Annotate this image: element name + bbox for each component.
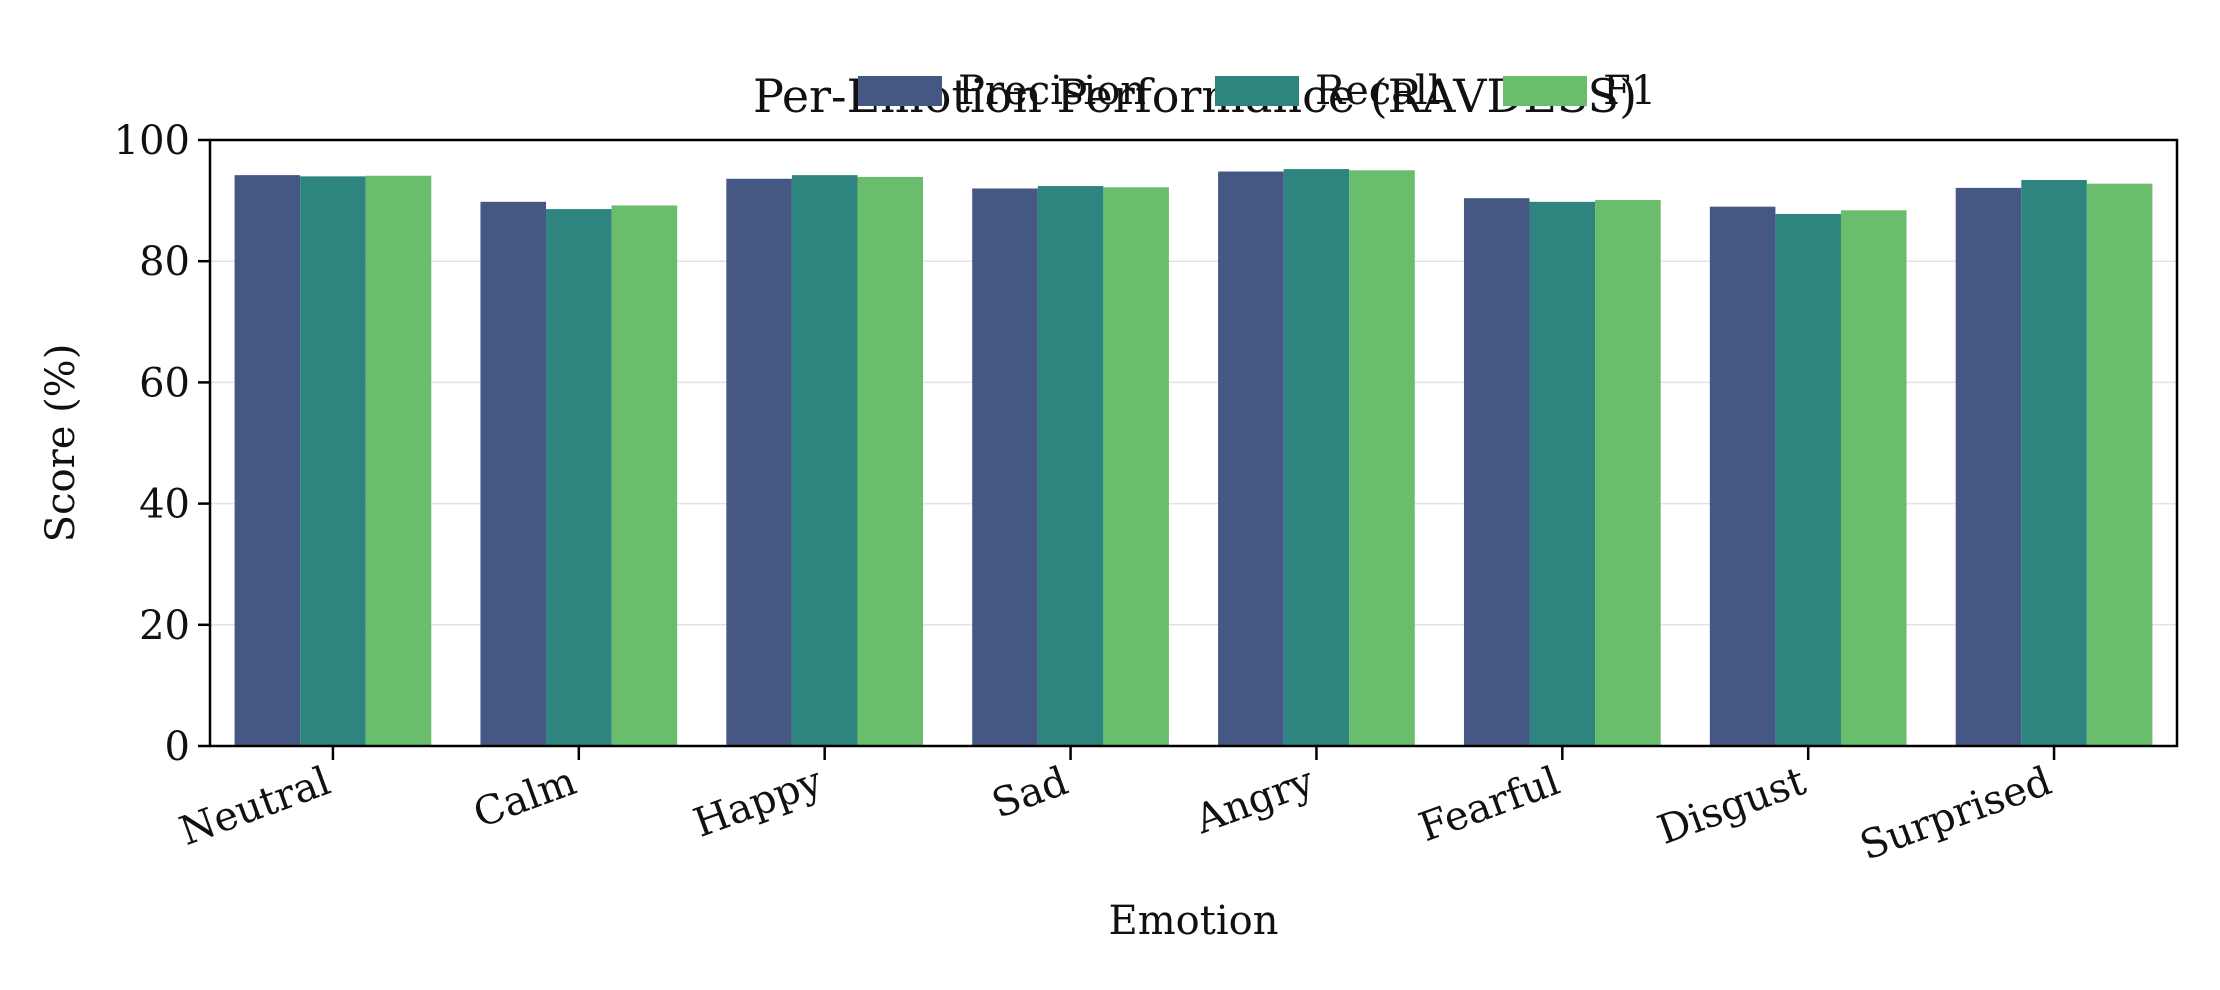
y-axis: 0 20 40 60 80 100 [114,118,210,770]
legend-swatch-f1 [1503,76,1587,106]
bar-precision-disgust [1709,206,1776,746]
bar-f1-fearful [1595,199,1661,746]
bar-f1-disgust [1840,210,1907,746]
bar-recall-surprised [2021,179,2087,747]
x-tick-label: Sad [986,758,1074,828]
legend: Precision Recall F1 [858,68,1656,114]
legend-label-recall: Recall [1315,68,1441,114]
y-tick-label: 20 [139,603,190,649]
bars [234,169,2153,747]
bar-recall-sad [1037,186,1104,746]
bar-precision-calm [480,201,547,746]
bar-recall-happy [791,175,858,746]
legend-swatch-precision [858,76,942,106]
bar-recall-calm [546,209,612,747]
bar-precision-sad [972,188,1038,747]
legend-label-f1: F1 [1603,68,1656,114]
y-tick-label: 80 [139,239,190,285]
y-tick-label: 40 [139,482,190,528]
x-tick-label: Disgust [1652,758,1812,854]
x-tick-label: Neutral [174,758,337,855]
x-axis: Neutral Calm Happy Sad Angry Fearful Disgust Su… [174,746,2057,870]
bar-precision-fearful [1463,198,1530,746]
x-tick-label: Happy [688,758,829,847]
bar-recall-disgust [1775,213,1841,746]
legend-swatch-recall [1215,76,1299,106]
bar-precision-happy [726,178,792,746]
bar-precision-surprised [1955,187,2022,746]
bar-f1-surprised [2086,183,2153,746]
y-tick-label: 0 [165,724,190,770]
bar-f1-sad [1103,187,1169,746]
bar-f1-neutral [365,175,432,746]
bar-recall-neutral [300,176,366,747]
bar-precision-angry [1218,171,1284,747]
y-axis-label: Score (%) [38,344,84,543]
bar-f1-happy [857,176,924,746]
x-tick-label: Calm [468,758,583,837]
x-tick-label: Fearful [1413,758,1566,851]
x-tick-label: Angry [1189,758,1321,843]
bar-recall-angry [1283,169,1350,746]
legend-label-precision: Precision [958,68,1146,114]
x-axis-label: Emotion [1109,898,1279,944]
y-tick-label: 100 [114,118,190,164]
bar-precision-neutral [234,175,301,746]
x-tick-label: Surprised [1854,758,2057,869]
y-tick-label: 60 [139,360,190,406]
bar-recall-fearful [1529,201,1596,746]
plot-frame [208,138,2179,748]
bar-f1-angry [1349,170,1415,747]
bar-f1-calm [611,205,678,746]
